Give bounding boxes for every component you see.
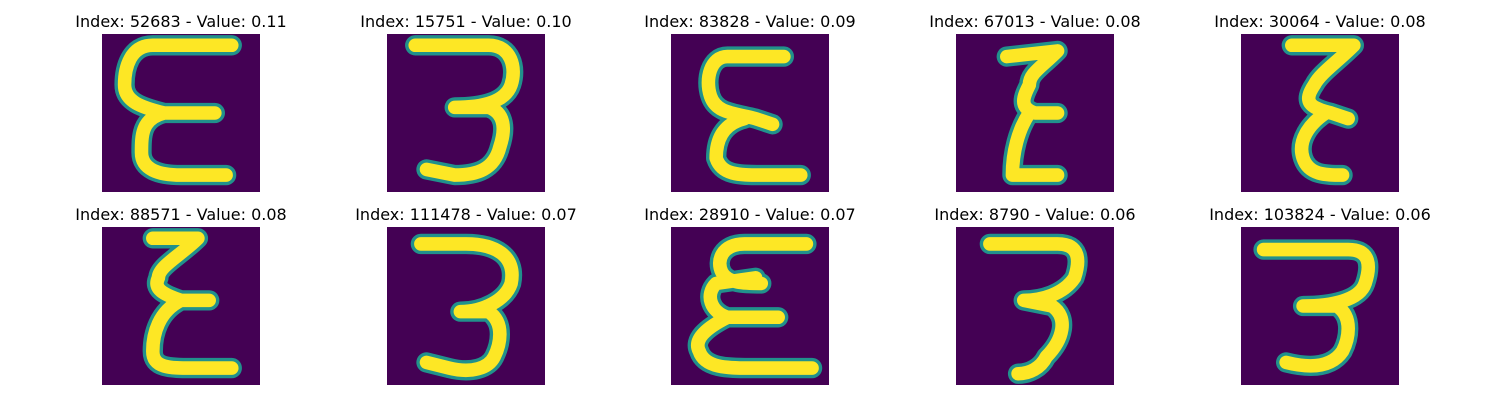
sample-cell: Index: 30064 - Value: 0.08 — [1214, 12, 1426, 202]
sample-title: Index: 15751 - Value: 0.10 — [360, 12, 572, 31]
sample-cell: Index: 103824 - Value: 0.06 — [1209, 205, 1431, 395]
glyph-stroke-core — [414, 237, 519, 378]
glyph-stroke-core — [701, 49, 808, 182]
sample-cell: Index: 88571 - Value: 0.08 — [75, 205, 287, 395]
handwritten-glyph-image — [671, 227, 829, 385]
handwritten-glyph-image — [956, 227, 1114, 385]
handwritten-glyph-image — [671, 34, 829, 192]
sample-title: Index: 28910 - Value: 0.07 — [644, 205, 856, 224]
handwritten-glyph-image — [387, 227, 545, 385]
sample-title: Index: 103824 - Value: 0.06 — [1209, 205, 1431, 224]
sample-cell: Index: 8790 - Value: 0.06 — [934, 205, 1136, 395]
sample-cell: Index: 52683 - Value: 0.11 — [75, 12, 287, 202]
glyph-stroke-core — [408, 38, 520, 182]
handwritten-glyph-image — [387, 34, 545, 192]
glyph-stroke-core — [1000, 44, 1065, 182]
sample-cell: Index: 83828 - Value: 0.09 — [644, 12, 856, 202]
sample-title: Index: 88571 - Value: 0.08 — [75, 205, 287, 224]
glyph-stroke-core — [983, 237, 1085, 381]
sample-cell: Index: 28910 - Value: 0.07 — [644, 205, 856, 395]
sample-title: Index: 30064 - Value: 0.08 — [1214, 12, 1426, 31]
glyph-stroke-core — [117, 38, 239, 182]
handwritten-glyph-image — [956, 34, 1114, 192]
handwritten-glyph-image — [102, 34, 260, 192]
glyph-stroke-core — [1256, 242, 1375, 373]
sample-title: Index: 83828 - Value: 0.09 — [644, 12, 856, 31]
handwritten-glyph-image — [1241, 34, 1399, 192]
glyph-stroke-core — [691, 237, 819, 375]
sample-title: Index: 67013 - Value: 0.08 — [929, 12, 1141, 31]
handwritten-glyph-image — [1241, 227, 1399, 385]
sample-cell: Index: 15751 - Value: 0.10 — [360, 12, 572, 202]
glyph-stroke-core — [146, 231, 239, 375]
glyph-stroke-core — [1285, 38, 1361, 182]
sample-title: Index: 8790 - Value: 0.06 — [934, 205, 1136, 224]
sample-cell: Index: 111478 - Value: 0.07 — [355, 205, 577, 395]
sample-title: Index: 111478 - Value: 0.07 — [355, 205, 577, 224]
sample-title: Index: 52683 - Value: 0.11 — [75, 12, 287, 31]
handwritten-glyph-image — [102, 227, 260, 385]
sample-cell: Index: 67013 - Value: 0.08 — [929, 12, 1141, 202]
